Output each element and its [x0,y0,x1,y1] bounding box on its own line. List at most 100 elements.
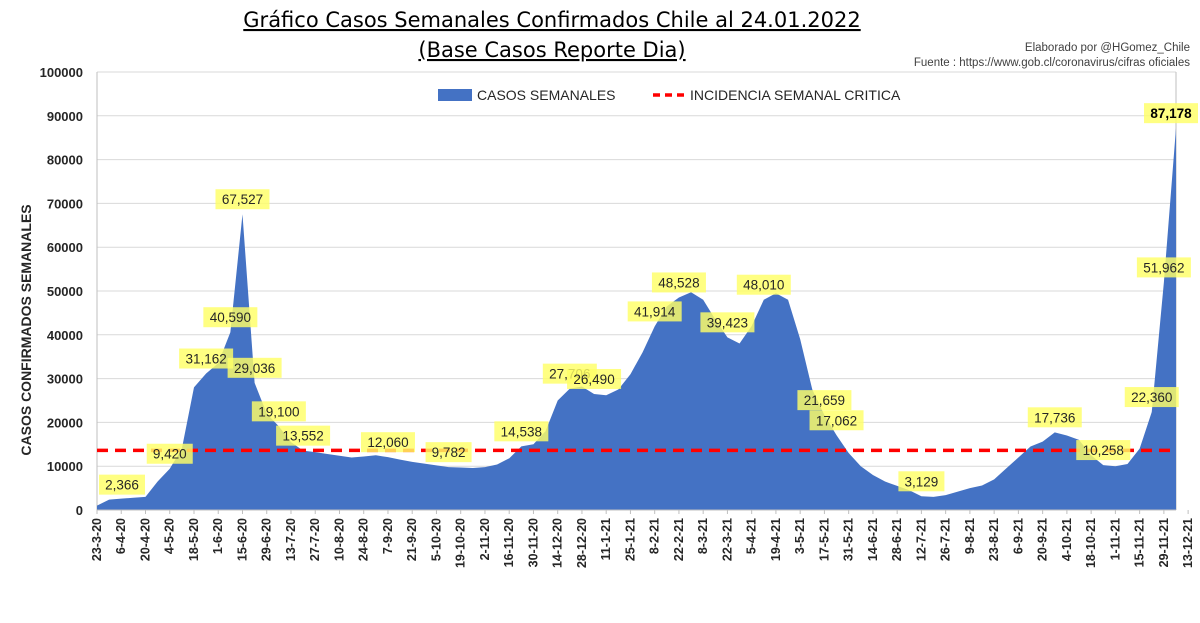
data-label-group: 48,010 [736,274,791,295]
data-label-group: 17,736 [1027,407,1082,428]
data-label: 9,782 [432,445,466,460]
data-label-bg [227,357,282,378]
chart-subtitle: (Base Casos Reporte Dia) [418,38,685,62]
data-label-group: 2,366 [99,474,145,495]
data-label: 17,736 [1034,410,1075,425]
legend-label-casos: CASOS SEMANALES [477,87,616,103]
data-labels: 2,366 9,420 31,162 40,590 67,527 29,036 19,100… [99,103,1198,495]
y-tick-label: 0 [76,503,83,518]
y-tick-label: 60000 [47,240,83,255]
data-label-group: 3,129 [898,471,945,492]
x-tick-label: 29-6-20 [260,518,274,561]
x-tick-label: 14-6-21 [866,518,880,561]
x-tick-label: 9-8-21 [963,518,977,554]
data-label-group: 13,552 [276,425,331,446]
x-tick-label: 4-10-21 [1060,518,1074,561]
legend-label-critica: INCIDENCIA SEMANAL CRITICA [690,87,901,103]
data-label-group: 39,423 [700,312,755,333]
area-casos-semanales [97,128,1176,510]
x-tick-label: 31-5-21 [842,518,856,561]
y-axis-ticks: 0 10000 20000 30000 40000 50000 60000 70000 8000… [40,65,83,518]
data-label-group: 40,590 [203,307,258,328]
y-tick-label: 50000 [47,284,83,299]
data-label-group: 17,062 [809,410,864,431]
y-tick-label: 30000 [47,372,83,387]
x-tick-label: 19-4-21 [769,518,783,561]
x-tick-label: 13-7-20 [284,518,298,561]
data-label-group: 51,962 [1136,257,1191,278]
data-label: 26,490 [573,372,614,387]
y-tick-label: 20000 [47,415,83,430]
data-label: 48,528 [658,275,699,290]
x-tick-label: 11-1-21 [599,518,613,560]
data-label: 39,423 [707,315,748,330]
data-label-group: 9,420 [146,443,193,464]
x-tick-label: 17-5-21 [817,518,831,561]
x-tick-label: 10-8-20 [332,518,346,561]
x-tick-label: 22-3-21 [720,518,734,561]
x-tick-label: 8-3-21 [696,518,710,554]
credit-author: Elaborado por @HGomez_Chile [1025,42,1190,54]
x-tick-label: 6-9-21 [1011,518,1025,554]
data-label-group: 12,060 [360,432,415,453]
y-tick-label: 100000 [40,65,83,80]
x-tick-label: 18-10-21 [1084,518,1098,568]
data-label-group: 48,528 [651,272,706,293]
data-label: 2,366 [105,478,139,493]
y-tick-label: 70000 [47,196,83,211]
x-tick-label: 8-2-21 [648,518,662,554]
data-label-bg [736,274,791,295]
x-tick-label: 3-5-21 [793,518,807,554]
data-label-group: 31,162 [179,348,234,369]
x-tick-label: 4-5-20 [163,518,177,554]
data-label: 40,590 [210,310,251,325]
y-axis-label: CASOS CONFIRMADOS SEMANALES [18,204,34,455]
data-label-bg [1144,103,1198,124]
x-tick-label: 21-9-20 [405,518,419,561]
data-label-group: 14,538 [494,421,549,442]
data-label-bg [215,189,270,210]
data-label: 10,258 [1083,443,1124,458]
data-label: 22,360 [1131,390,1172,405]
x-tick-label: 23-8-21 [987,518,1001,561]
y-tick-label: 10000 [47,459,83,474]
data-label: 17,062 [816,413,857,428]
data-label-bg [797,390,852,411]
x-tick-label: 25-1-21 [623,518,637,561]
data-label-bg [251,401,306,422]
x-tick-label: 26-7-21 [939,518,953,561]
x-tick-label: 24-8-20 [357,518,371,561]
x-tick-label: 22-2-21 [672,518,686,561]
data-label-bg [425,442,472,463]
data-label-bg [700,312,755,333]
data-label-bg [276,425,331,446]
x-tick-label: 12-7-21 [914,518,928,561]
data-label-group: 87,178 [1144,103,1198,124]
data-label-bg [567,368,622,389]
x-tick-label: 28-12-20 [575,518,589,568]
x-tick-label: 5-4-21 [745,518,759,554]
x-tick-label: 30-11-20 [526,518,540,567]
data-label-bg [809,410,864,431]
x-tick-label: 7-9-20 [381,518,395,554]
data-label-bg [1124,387,1179,408]
x-tick-label: 27-7-20 [308,518,322,561]
data-label-bg [1027,407,1082,428]
data-label-group: 21,659 [797,390,852,411]
credit-source: Fuente : https://www.gob.cl/coronavirus/… [914,57,1190,69]
data-label-group: 19,100 [251,401,306,422]
x-tick-label: 15-6-20 [235,518,249,561]
data-label-group: 10,258 [1076,440,1131,461]
data-label: 67,527 [222,192,263,207]
data-label: 12,060 [367,435,408,450]
x-tick-label: 23-3-20 [90,518,104,561]
x-tick-label: 1-11-21 [1108,518,1122,560]
y-tick-label: 40000 [47,328,83,343]
data-label: 31,162 [185,352,226,367]
x-tick-label: 20-9-21 [1036,518,1050,561]
data-label-group: 29,036 [227,357,282,378]
y-tick-label: 80000 [47,153,83,168]
legend: CASOS SEMANALES INCIDENCIA SEMANAL CRITI… [438,87,901,103]
legend-swatch-casos [438,89,472,101]
data-label-group: 26,490 [567,368,622,389]
